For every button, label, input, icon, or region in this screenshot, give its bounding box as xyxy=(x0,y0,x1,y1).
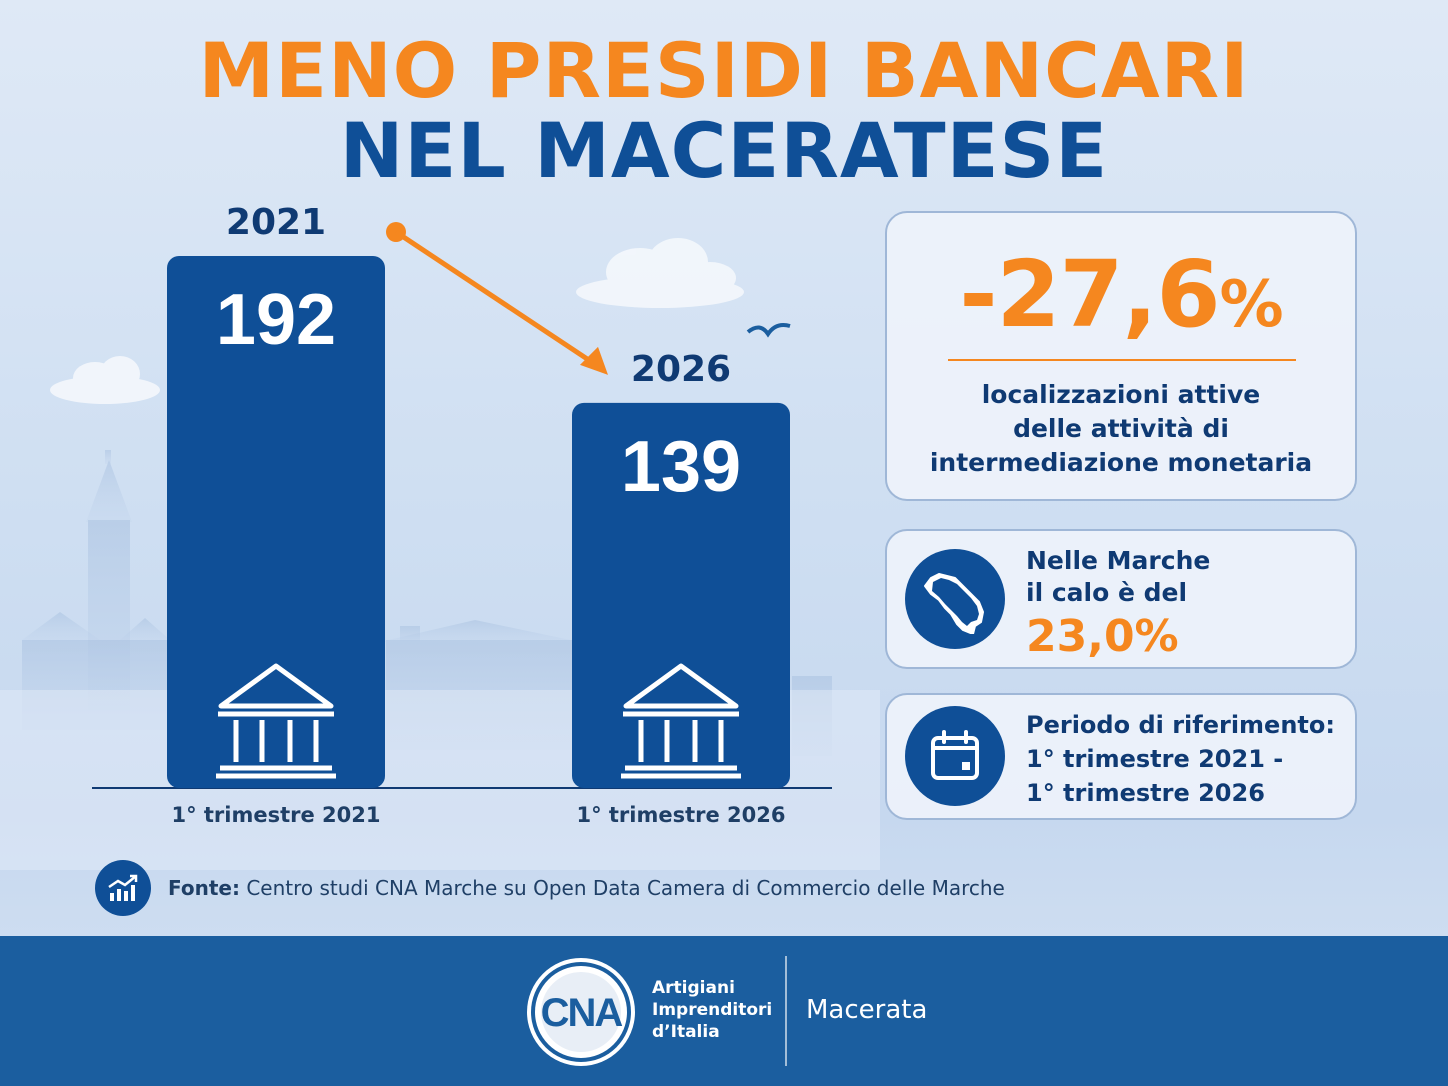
period-text: Periodo di riferimento: 1° trimestre 202… xyxy=(1026,708,1335,810)
marche-line-2: il calo è del xyxy=(1026,578,1188,607)
period-line-3: 1° trimestre 2026 xyxy=(1026,779,1265,807)
tagline-line: d’Italia xyxy=(652,1022,720,1042)
title-line-1: MENO PRESIDI BANCARI xyxy=(198,26,1250,115)
bank-building-icon xyxy=(216,663,336,779)
bank-icon-part xyxy=(623,663,739,709)
source-note: Fonte: Centro studi CNA Marche su Open D… xyxy=(168,874,1005,902)
palazzo-building xyxy=(380,620,580,750)
bar-1 xyxy=(572,402,790,788)
period-line-2: 1° trimestre 2021 - xyxy=(1026,745,1284,773)
footer-city: Macerata xyxy=(806,995,928,1025)
footer-divider xyxy=(785,956,787,1066)
bell-tower xyxy=(22,450,172,730)
bar-year-label: 2026 xyxy=(631,349,731,390)
category-label: 1° trimestre 2026 xyxy=(576,803,785,827)
highlight-percentage: -27,6% xyxy=(886,245,1356,355)
cloud-right xyxy=(576,238,744,308)
description-line: intermediazione monetaria xyxy=(929,448,1313,477)
tagline-line: Artigiani xyxy=(652,978,735,998)
bank-building-icon xyxy=(621,663,741,779)
period-line-1: Periodo di riferimento: xyxy=(1026,711,1335,739)
highlight-panel xyxy=(885,211,1357,501)
calendar-icon xyxy=(905,706,1005,806)
highlight-description: localizzazioni attive delle attività di … xyxy=(886,378,1356,480)
marche-region-map-icon xyxy=(905,549,1005,649)
bar-value-label: 139 xyxy=(621,427,741,507)
cna-logo: CNA xyxy=(527,958,635,1066)
source-label: Fonte: xyxy=(168,876,240,900)
highlight-value: -27,6 xyxy=(959,241,1220,348)
cna-tagline: Artigiani Imprenditori d’Italia xyxy=(652,977,772,1043)
category-label: 1° trimestre 2021 xyxy=(171,803,380,827)
source-text: Centro studi CNA Marche su Open Data Cam… xyxy=(246,876,1005,900)
bar-chart: 192 2021 1° trimestre 2021 139 2026 1° trimes… xyxy=(92,202,832,827)
marche-line-1: Nelle Marche xyxy=(1026,546,1211,575)
bird-icon xyxy=(746,323,791,338)
trend-arrow-line xyxy=(394,229,598,367)
bar-year-label: 2021 xyxy=(226,202,326,243)
marche-text: Nelle Marche il calo è del xyxy=(1026,545,1210,609)
cna-logo-text: CNA xyxy=(541,991,623,1035)
description-line: localizzazioni attive xyxy=(981,380,1261,409)
highlight-divider xyxy=(948,359,1296,361)
chart-growth-icon xyxy=(95,860,151,916)
trend-arrow-head xyxy=(580,346,608,375)
highlight-unit: % xyxy=(1219,268,1284,342)
footer-bar xyxy=(0,936,1448,1086)
bank-icon-part xyxy=(218,663,334,709)
tagline-line: Imprenditori xyxy=(652,1000,773,1020)
cloud-left xyxy=(50,356,160,404)
marche-value: 23,0% xyxy=(1026,611,1179,662)
title-line-2: NEL MACERATESE xyxy=(339,106,1109,195)
bar-0 xyxy=(167,256,385,788)
bar-value-label: 192 xyxy=(216,280,336,360)
description-line: delle attività di xyxy=(1013,414,1229,443)
